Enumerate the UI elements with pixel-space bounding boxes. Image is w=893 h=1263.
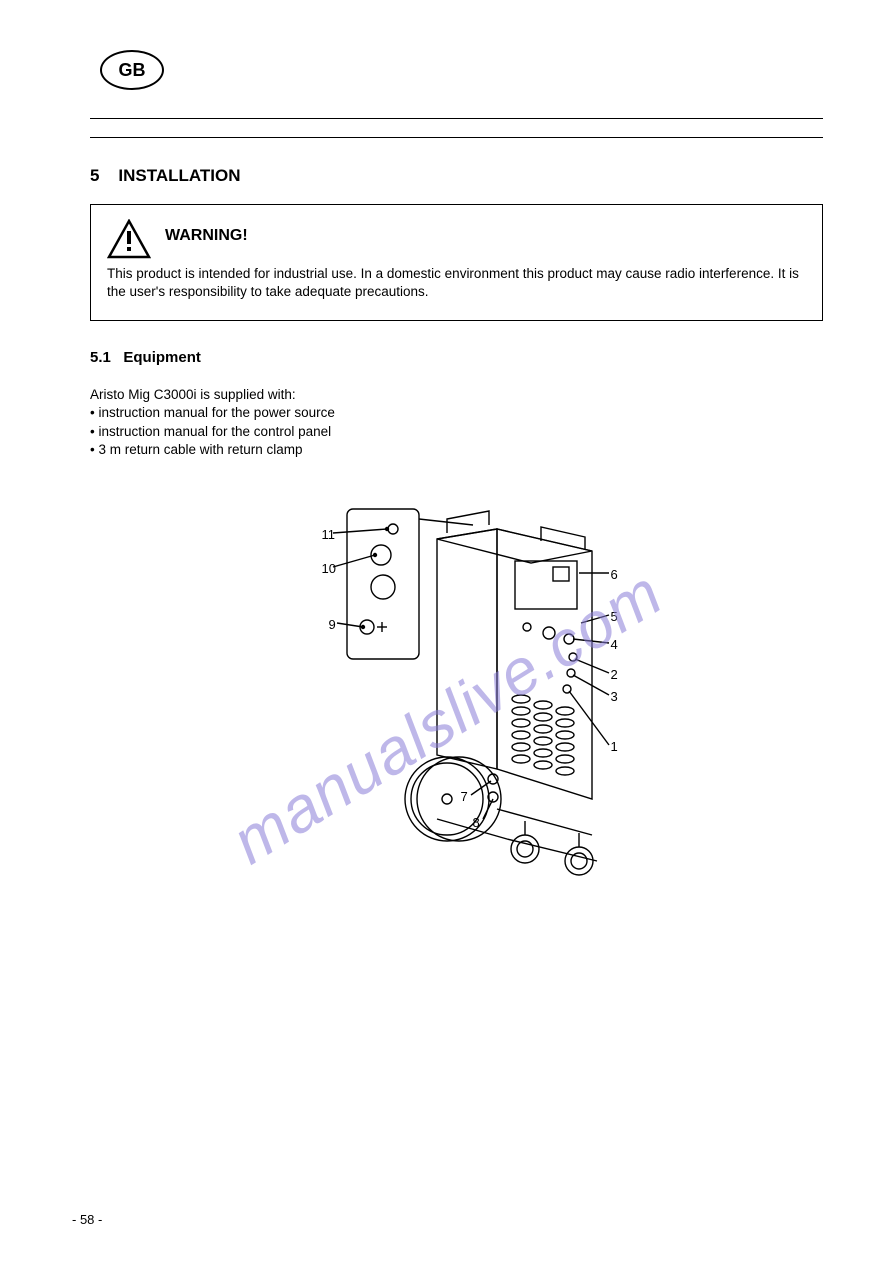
callout-5: 5 bbox=[611, 609, 618, 624]
callout-9: 9 bbox=[329, 617, 336, 632]
rule-sub bbox=[90, 137, 823, 138]
rule-top bbox=[90, 118, 823, 119]
language-code: GB bbox=[119, 60, 146, 81]
section-heading: 5 INSTALLATION bbox=[90, 166, 823, 186]
callout-7: 7 bbox=[461, 789, 468, 804]
section-title-text: INSTALLATION bbox=[118, 166, 240, 185]
warning-body: This product is intended for industrial … bbox=[107, 265, 806, 300]
language-badge: GB bbox=[100, 50, 164, 90]
callout-11: 11 bbox=[322, 527, 336, 542]
subsection-heading: 5.1 Equipment bbox=[90, 349, 823, 366]
warning-box: WARNING! This product is intended for in… bbox=[90, 204, 823, 321]
subsection-title-text: Equipment bbox=[123, 349, 201, 366]
product-figure: 11 10 9 6 5 4 2 3 1 7 8 bbox=[197, 489, 717, 909]
equipment-intro: Aristo Mig C3000i is supplied with: • in… bbox=[90, 386, 823, 459]
section-number: 5 bbox=[90, 166, 99, 185]
callout-8: 8 bbox=[473, 815, 480, 830]
callout-6: 6 bbox=[611, 567, 618, 582]
callout-10: 10 bbox=[322, 561, 336, 576]
page-number: - 58 - bbox=[72, 1212, 102, 1227]
callout-1: 1 bbox=[611, 739, 618, 754]
warning-triangle-icon bbox=[107, 219, 151, 259]
callout-2: 2 bbox=[611, 667, 618, 682]
subsection-number: 5.1 bbox=[90, 349, 111, 366]
callout-3: 3 bbox=[611, 689, 618, 704]
callout-4: 4 bbox=[611, 637, 618, 652]
warning-heading: WARNING! bbox=[165, 219, 248, 245]
